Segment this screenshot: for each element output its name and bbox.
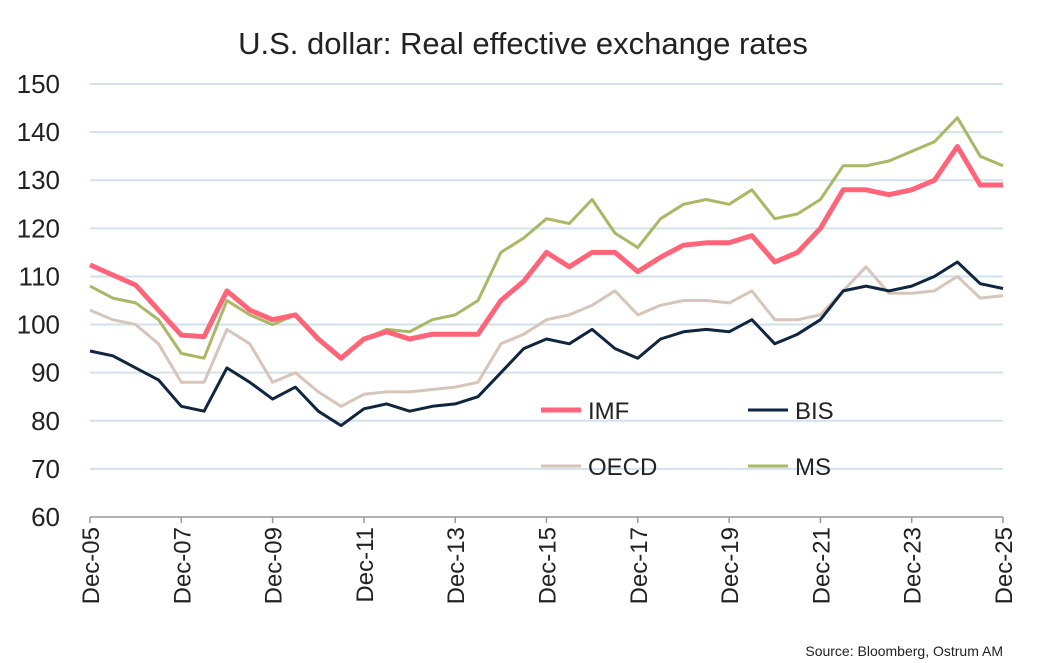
y-tick-label: 80 — [31, 406, 60, 436]
x-tick-label: Dec-11 — [352, 527, 379, 603]
series-line-ms — [89, 116, 1004, 360]
y-axis: 60 70 80 90 100 110 120 130 140 150 — [17, 69, 60, 532]
legend: IMF BIS OECD MS — [541, 398, 834, 481]
x-axis: Dec-05 Dec-07 Dec-09 Dec-11 Dec-13 Dec-15 Dec-… — [78, 516, 1018, 604]
y-tick-label: 110 — [19, 261, 60, 291]
y-tick-label: 90 — [31, 358, 60, 388]
y-tick-label: 60 — [31, 502, 60, 532]
legend-label-ms: MS — [795, 454, 831, 481]
x-tick-label: Dec-09 — [261, 527, 288, 604]
x-tick-label: Dec-19 — [717, 527, 744, 604]
x-tick-label: Dec-13 — [443, 527, 470, 604]
series-lines — [88, 116, 1004, 428]
gridlines — [90, 83, 1003, 470]
x-tick-label: Dec-15 — [535, 527, 562, 604]
y-tick-label: 140 — [17, 117, 60, 147]
y-tick-label: 70 — [31, 454, 60, 484]
y-tick-label: 100 — [17, 310, 60, 340]
x-tick-label: Dec-23 — [900, 527, 927, 604]
x-tick-label: Dec-17 — [626, 527, 653, 604]
series-line-imf — [88, 144, 1003, 361]
x-tick-label: Dec-25 — [991, 527, 1018, 604]
legend-label-bis: BIS — [795, 398, 834, 425]
series-line-oecd — [89, 265, 1004, 408]
chart-title: U.S. dollar: Real effective exchange rat… — [238, 26, 808, 61]
x-tick-label: Dec-21 — [808, 527, 835, 604]
y-tick-label: 130 — [17, 165, 60, 195]
x-tick-label: Dec-05 — [78, 527, 105, 604]
legend-label-imf: IMF — [588, 398, 629, 425]
x-tick-label: Dec-07 — [169, 527, 196, 604]
source-note: Source: Bloomberg, Ostrum AM — [805, 643, 1003, 659]
series-line-bis — [89, 260, 1004, 428]
y-tick-label: 150 — [17, 69, 60, 99]
legend-label-oecd: OECD — [588, 454, 657, 481]
y-tick-label: 120 — [17, 213, 60, 243]
